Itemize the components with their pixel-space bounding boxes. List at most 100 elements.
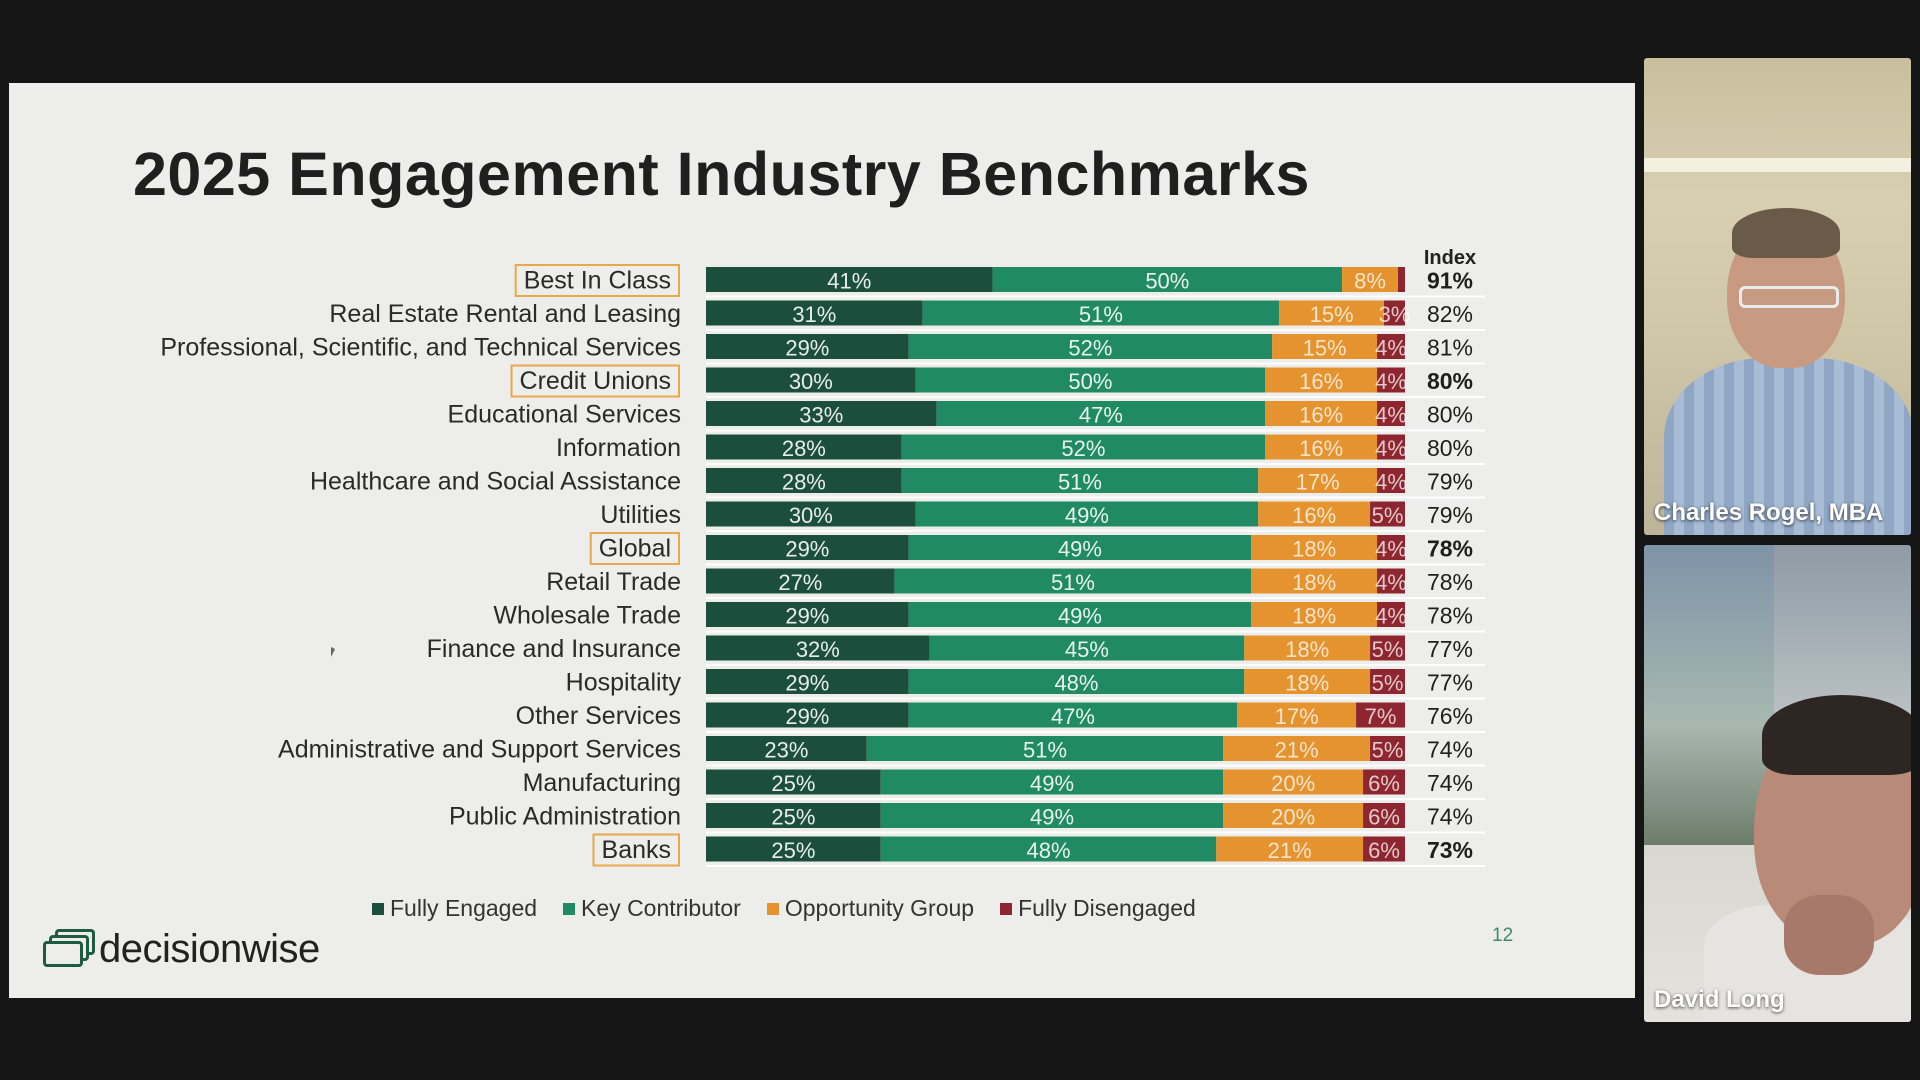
bar-segment <box>1370 635 1405 661</box>
bar-value-label: 18% <box>1285 671 1329 696</box>
bar-value-label: 20% <box>1271 805 1315 830</box>
category-label: Educational Services <box>448 401 681 429</box>
bar-segment <box>1223 736 1371 761</box>
index-value: 78% <box>1427 603 1473 629</box>
index-value: 74% <box>1427 770 1473 796</box>
bar-segment <box>706 267 993 292</box>
bar-segment <box>1363 836 1405 862</box>
bar-value-label: 20% <box>1271 771 1315 796</box>
category-label: Real Estate Rental and Leasing <box>329 300 681 328</box>
glasses-icon <box>1739 286 1839 308</box>
index-value: 82% <box>1427 301 1473 327</box>
bar-segment <box>1258 501 1371 527</box>
bar-value-label: 49% <box>1030 805 1074 830</box>
bar-value-label: 49% <box>1030 771 1074 796</box>
index-value: 77% <box>1427 636 1473 662</box>
bar-value-label: 4% <box>1375 537 1407 562</box>
bar-value-label: 52% <box>1061 436 1105 461</box>
bar-segment <box>1216 836 1364 862</box>
bar-segment <box>1223 769 1364 795</box>
bar-segment <box>706 669 909 694</box>
index-value: 81% <box>1427 335 1473 361</box>
bar-segment <box>880 803 1224 828</box>
category-label: Global <box>599 535 671 563</box>
bar-segment <box>901 468 1259 493</box>
legend-swatch-key-contributor <box>563 902 576 915</box>
bar-value-label: 28% <box>782 436 826 461</box>
participant-hair <box>1732 208 1840 258</box>
index-value: 73% <box>1427 837 1473 863</box>
index-value: 79% <box>1427 502 1473 528</box>
bar-segment <box>922 300 1280 326</box>
bar-segment <box>1377 602 1405 627</box>
bar-segment <box>706 568 895 594</box>
participant-hair <box>1762 695 1911 775</box>
index-value: 74% <box>1427 804 1473 830</box>
index-value: 80% <box>1427 402 1473 428</box>
bar-value-label: 50% <box>1068 369 1112 394</box>
bar-segment <box>1251 535 1378 560</box>
bar-segment <box>1272 334 1378 359</box>
legend-label: Fully Disengaged <box>1018 895 1196 921</box>
bar-segment <box>936 401 1266 426</box>
legend-swatch-opportunity-group <box>766 902 779 915</box>
bar-segment <box>706 468 902 493</box>
bar-value-label: 4% <box>1375 604 1407 629</box>
index-value: 80% <box>1427 368 1473 394</box>
bar-segment <box>1377 401 1405 426</box>
bar-value-label: 27% <box>778 570 822 595</box>
bar-value-label: 33% <box>799 403 843 428</box>
bar-value-label: 5% <box>1372 637 1404 662</box>
bar-value-label: 49% <box>1058 604 1102 629</box>
category-label: Healthcare and Social Assistance <box>310 468 681 496</box>
index-value: 78% <box>1427 536 1473 562</box>
presentation-slide: 2025 Engagement Industry Benchmarks Inde… <box>9 83 1635 998</box>
category-label: Wholesale Trade <box>493 602 681 630</box>
bar-segment <box>1265 401 1378 426</box>
bar-value-label: 16% <box>1292 503 1336 528</box>
bar-segment <box>706 836 881 862</box>
legend-item-fully-engaged: Fully Engaged <box>372 895 537 922</box>
bar-segment <box>706 401 937 426</box>
background-window <box>1644 545 1774 845</box>
participant-body <box>1664 358 1911 535</box>
bar-segment <box>908 702 1238 728</box>
highlight-box <box>514 264 680 297</box>
legend-item-opportunity-group: Opportunity Group <box>766 895 974 922</box>
bar-segment <box>1223 803 1364 828</box>
category-label: Hospitality <box>566 669 682 697</box>
bar-value-label: 32% <box>796 637 840 662</box>
bar-segment <box>1370 501 1405 527</box>
bar-value-label: 50% <box>1145 269 1189 294</box>
decisionwise-logo: decisionwise <box>43 929 320 969</box>
category-label: Best In Class <box>524 267 671 295</box>
bar-value-label: 51% <box>1023 738 1067 763</box>
bar-value-label: 25% <box>771 805 815 830</box>
bar-value-label: 6% <box>1368 771 1400 796</box>
bar-value-label: 29% <box>785 671 829 696</box>
bar-segment <box>1265 434 1378 460</box>
bar-segment <box>1377 568 1405 594</box>
category-label: Information <box>556 434 681 462</box>
index-value: 79% <box>1427 469 1473 495</box>
bar-segment <box>1370 669 1405 694</box>
bar-value-label: 29% <box>785 537 829 562</box>
category-label: Retail Trade <box>546 568 681 596</box>
participant-video-tile[interactable]: Charles Rogel, MBA <box>1644 58 1911 535</box>
bar-segment <box>706 769 881 795</box>
bar-value-label: 16% <box>1299 369 1343 394</box>
bar-value-label: 6% <box>1368 805 1400 830</box>
logo-mark-icon <box>43 929 97 969</box>
bar-value-label: 28% <box>782 470 826 495</box>
category-label: Finance and Insurance <box>427 635 681 663</box>
bar-segment <box>908 535 1252 560</box>
bar-segment <box>929 635 1245 661</box>
logo-text: decisionwise <box>99 927 320 971</box>
bar-segment <box>1244 635 1371 661</box>
participant-video-tile[interactable]: David Long <box>1644 545 1911 1022</box>
bar-value-label: 21% <box>1268 838 1312 863</box>
bar-value-label: 48% <box>1026 838 1070 863</box>
bar-value-label: 25% <box>771 838 815 863</box>
bar-segment <box>706 702 909 728</box>
bar-value-label: 51% <box>1079 302 1123 327</box>
